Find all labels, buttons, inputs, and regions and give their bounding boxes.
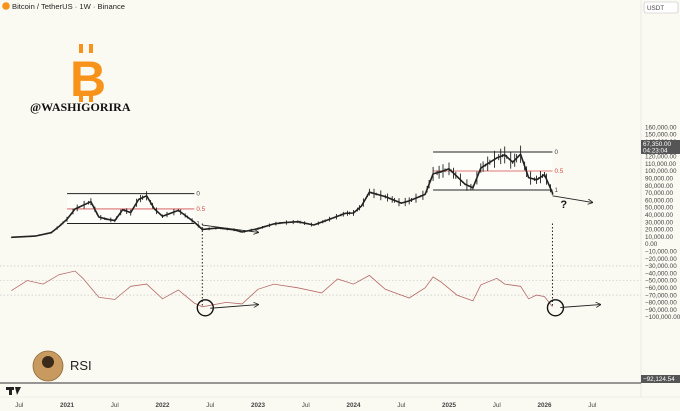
question-mark: ? <box>560 199 567 211</box>
tv-logo-stem <box>9 387 12 395</box>
y-tick-label: 160,000.00 <box>645 124 677 131</box>
currency-button[interactable] <box>643 1 679 14</box>
trend-arrow <box>552 195 592 203</box>
x-tick-label: 2023 <box>251 402 266 409</box>
last-price-badge <box>641 140 680 154</box>
tradingview-logo <box>6 387 21 395</box>
btc-logo-bar-top-left <box>79 44 83 53</box>
x-tick-label: Jul <box>493 402 501 409</box>
y-tick-label: 10,000.00 <box>645 234 674 241</box>
symbol-title: Bitcoin / TetherUS · 1W · Binance <box>12 2 125 11</box>
x-tick-label: Jul <box>588 402 596 409</box>
y-tick-label: −90,000.00 <box>645 307 677 314</box>
x-tick-label: Jul <box>15 402 23 409</box>
y-tick-label: −50,000.00 <box>645 278 677 285</box>
last-price-countdown: 04:23:04 <box>643 148 668 155</box>
fib-level-label: 0.5 <box>196 206 205 213</box>
rsi-label: RSI <box>70 358 92 373</box>
rsi-line <box>11 270 553 308</box>
y-tick-label: 30,000.00 <box>645 219 674 226</box>
trend-arrow <box>210 305 258 309</box>
trend-arrow <box>560 305 600 308</box>
btc-logo-bar-bottom-left <box>79 93 83 102</box>
y-tick-label: −60,000.00 <box>645 285 677 292</box>
y-tick-label: −10,000.00 <box>645 249 677 256</box>
y-tick-label: 120,000.00 <box>645 154 677 161</box>
y-tick-label: 100,000.00 <box>645 168 677 175</box>
y-tick-label: 60,000.00 <box>645 197 674 204</box>
trend-arrow <box>202 224 258 232</box>
x-tick-label: 2024 <box>346 402 361 409</box>
y-tick-label: −80,000.00 <box>645 300 677 307</box>
y-tick-label: 90,000.00 <box>645 176 674 183</box>
x-tick-label: Jul <box>206 402 214 409</box>
btc-coin-icon <box>2 2 10 10</box>
x-axis-labels: Jul 2021 Jul 2022 Jul 2023 Jul 2024 Jul 2025 Jul 20… <box>15 402 596 409</box>
x-tick-label: 2026 <box>537 402 552 409</box>
fib-level-label: 0 <box>554 149 558 156</box>
annotations <box>196 195 600 317</box>
y-tick-label: −40,000.00 <box>645 270 677 277</box>
rsi-value-badge-label: −92,124.54 <box>643 376 675 383</box>
y-tick-label: 40,000.00 <box>645 212 674 219</box>
avatar-face <box>42 356 54 368</box>
currency-button-label: USDT <box>647 5 664 12</box>
y-tick-label: 50,000.00 <box>645 205 674 212</box>
y-tick-label: 150,000.00 <box>645 132 677 139</box>
y-tick-label: −70,000.00 <box>645 292 677 299</box>
x-tick-label: Jul <box>302 402 310 409</box>
y-tick-label: −20,000.00 <box>645 256 677 263</box>
fib-boxes: 00.5100.51 <box>67 149 564 228</box>
btc-logo: B <box>70 44 106 107</box>
price-series <box>10 145 554 239</box>
rsi-series <box>11 270 553 308</box>
x-tick-label: Jul <box>397 402 405 409</box>
y-tick-label: 20,000.00 <box>645 227 674 234</box>
rsi-value-badge <box>641 375 680 383</box>
fib-level-label: 0 <box>196 191 200 198</box>
rsi-low-circle <box>546 299 565 317</box>
btc-logo-bar-top-right <box>89 44 93 53</box>
y-tick-label: 70,000.00 <box>645 190 674 197</box>
author-handle: @WASHIGORIRA <box>30 100 131 114</box>
y-tick-label: 110,000.00 <box>645 161 677 168</box>
tv-logo-wedge <box>15 387 21 395</box>
btc-logo-bar-bottom-right <box>89 93 93 102</box>
y-tick-label: 80,000.00 <box>645 183 674 190</box>
x-tick-label: 2025 <box>442 402 457 409</box>
last-price-value: 67,350.00 <box>643 141 672 148</box>
x-tick-label: 2021 <box>60 402 75 409</box>
x-tick-label: Jul <box>111 402 119 409</box>
fib-level-label: 1 <box>554 187 558 194</box>
y-tick-label: −30,000.00 <box>645 263 677 270</box>
btc-logo-letter: B <box>70 51 106 107</box>
fib-level-label: 0.5 <box>554 168 563 175</box>
y-tick-label: −100,000.00 <box>645 314 680 321</box>
y-tick-label: 0.00 <box>645 241 658 248</box>
x-tick-label: 2022 <box>155 402 170 409</box>
